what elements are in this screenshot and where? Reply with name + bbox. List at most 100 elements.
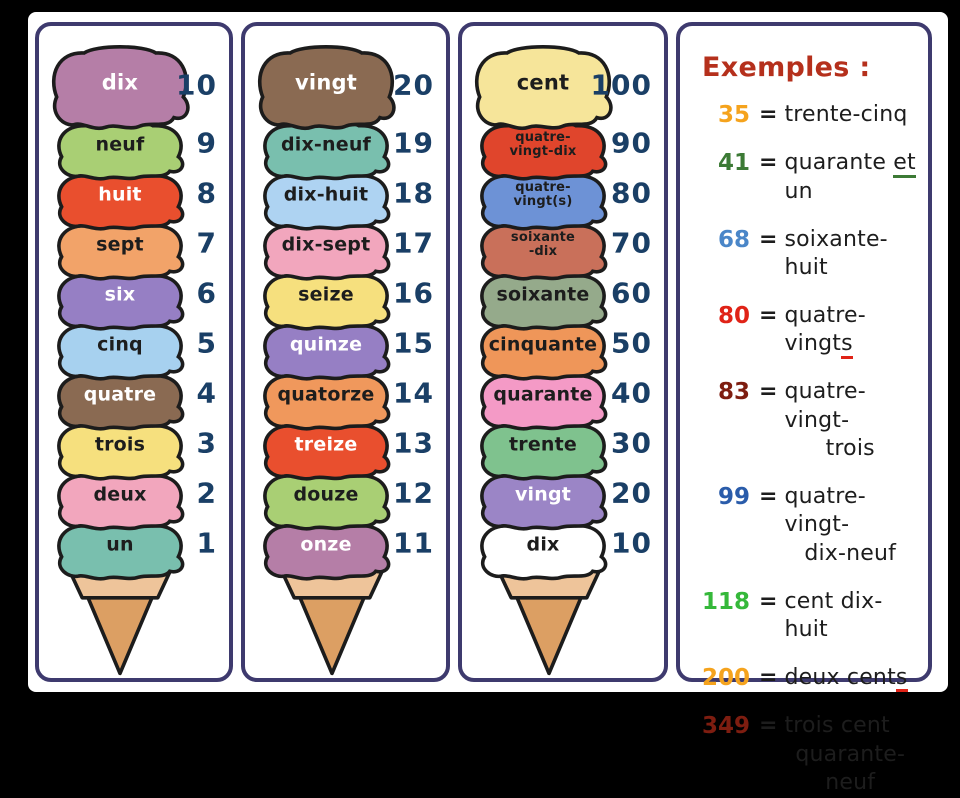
- example-text-line: quatre-vingt-: [784, 379, 866, 433]
- scoop-row: onze 11: [245, 518, 446, 568]
- scoop-number: 70: [611, 226, 652, 260]
- example-row: 83 = quatre-vingt-trois: [698, 378, 916, 464]
- example-text: quatre-vingt-trois: [784, 378, 916, 464]
- scoop-row: dix-neuf 19: [245, 118, 446, 168]
- equals-sign: =: [759, 713, 778, 739]
- scoop-label: quatorze: [277, 384, 375, 407]
- example-row: 118 = cent dix-huit: [698, 588, 916, 645]
- scoop-label: vingt: [514, 484, 572, 507]
- equals-sign: =: [759, 664, 778, 690]
- ice-cream-cone-icon: [67, 569, 173, 676]
- scoop-blob-icon: [249, 42, 403, 130]
- scoop-row: quarante 40: [462, 368, 664, 418]
- example-text-line: trois cent: [784, 713, 890, 739]
- equals-sign: =: [759, 379, 778, 404]
- scoop-number: 20: [393, 68, 434, 102]
- ice-cream-scoop: vingt: [472, 468, 614, 530]
- scoop-number: 2: [196, 476, 217, 510]
- scoop-number: 6: [196, 276, 217, 310]
- example-value: 41: [717, 150, 750, 177]
- examples-title: Exemples :: [702, 52, 871, 83]
- example-value: 349: [701, 713, 750, 740]
- example-text-line: dix-neuf: [804, 540, 897, 566]
- scoop-label: seize: [298, 284, 354, 307]
- scoop-label: cinq: [97, 334, 143, 357]
- scoop-label: soixante -dix: [510, 230, 576, 260]
- scoop-label: soixante: [496, 284, 590, 307]
- scoop-label: onze: [300, 534, 352, 557]
- ice-cream-scoop: soixante: [472, 268, 614, 330]
- scoop-number: 80: [611, 176, 652, 210]
- example-text-line: quatre-vingt-: [784, 483, 866, 538]
- scoop-row: six 6: [39, 268, 229, 318]
- example-value: 99: [717, 483, 750, 510]
- scoop-number: 4: [196, 376, 217, 410]
- scoop-number: 12: [393, 476, 434, 510]
- example-text: quatre-vingt-dix-neuf: [784, 483, 916, 569]
- scoop-label: dix-huit: [283, 184, 369, 207]
- scoop-row: dix-huit 18: [245, 168, 446, 218]
- example-text-line: quarante et un: [784, 150, 916, 205]
- scoop-label: neuf: [95, 134, 145, 157]
- example-text-line: soixante-huit: [784, 226, 888, 281]
- scoop-stack: dix 10 neuf 9 huit 8 sept 7: [39, 26, 229, 568]
- equals-sign: =: [759, 226, 778, 252]
- example-value: 35: [717, 102, 750, 128]
- scoop-number: 60: [611, 276, 652, 310]
- scoop-label: vingt: [295, 71, 357, 96]
- scoop-label: quinze: [289, 334, 363, 357]
- ice-cream-scoop: onze: [255, 518, 397, 580]
- equals-sign: =: [759, 302, 778, 328]
- scoop-number: 18: [393, 176, 434, 210]
- example-row: 68 = soixante-huit: [698, 226, 916, 283]
- scoop-number: 3: [196, 426, 217, 460]
- scoop-row: soixante 60: [462, 268, 664, 318]
- scoop-number: 5: [196, 326, 217, 360]
- scoop-row: quatre- vingt(s) 80: [462, 168, 664, 218]
- scoop-number: 100: [590, 68, 652, 102]
- scoop-number: 16: [393, 276, 434, 310]
- example-row: 99 = quatre-vingt-dix-neuf: [698, 483, 916, 569]
- scoop-label: dix: [526, 534, 560, 557]
- ice-cream-scoop: cinquante: [472, 318, 614, 380]
- cone-panel: vingt 20 dix-neuf 19 dix-huit 18 dix-sep…: [241, 22, 450, 682]
- scoop-number: 90: [611, 126, 652, 160]
- scoop-number: 10: [176, 68, 217, 102]
- example-row: 200 = deux cents: [698, 664, 916, 693]
- ice-cream-scoop: dix: [43, 42, 197, 130]
- scoop-number: 9: [196, 126, 217, 160]
- scoop-number: 50: [611, 326, 652, 360]
- examples-panel: Exemples : 35 = trente-cinq 41 = quarant…: [676, 22, 932, 795]
- example-text: deux cents: [784, 664, 916, 693]
- scoop-stack: cent 100 quatre- vingt-dix 90 quatre- vi…: [462, 26, 664, 568]
- example-row: 80 = quatre-vingts: [698, 302, 916, 359]
- example-row: 41 = quarante et un: [698, 149, 916, 206]
- scoop-number: 20: [611, 476, 652, 510]
- example-value: 68: [717, 226, 750, 253]
- poster-card: cent 100 quatre- vingt-dix 90 quatre- vi…: [28, 12, 948, 795]
- scoop-row: dix 10: [39, 42, 229, 118]
- scoop-label: deux: [93, 484, 147, 507]
- scoop-row: dix 10: [462, 518, 664, 568]
- scoop-row: trente 30: [462, 418, 664, 468]
- scoop-row: quatre- vingt-dix 90: [462, 118, 664, 168]
- scoop-number: 40: [611, 376, 652, 410]
- scoop-blob-icon: [43, 42, 197, 130]
- scoop-label: dix-sept: [281, 234, 371, 257]
- scoop-row: soixante -dix 70: [462, 218, 664, 268]
- scoop-label: huit: [98, 184, 142, 207]
- scoop-row: un 1: [39, 518, 229, 568]
- scoop-blob-icon: [466, 42, 620, 130]
- equals-sign: =: [759, 588, 778, 614]
- scoop-number: 10: [611, 526, 652, 560]
- scoop-label: trente: [508, 434, 578, 457]
- scoop-number: 1: [196, 526, 217, 560]
- ice-cream-scoop: dix-sept: [255, 218, 397, 280]
- example-text-line: trente-cinq: [784, 102, 908, 127]
- example-text-line: trois: [825, 436, 875, 462]
- scoop-label: quatre- vingt(s): [513, 180, 573, 210]
- cone-panel: dix 10 neuf 9 huit 8 sept 7: [35, 22, 233, 682]
- scoop-label: cent: [516, 71, 570, 96]
- scoop-number: 7: [196, 226, 217, 260]
- scoop-number: 11: [393, 526, 434, 560]
